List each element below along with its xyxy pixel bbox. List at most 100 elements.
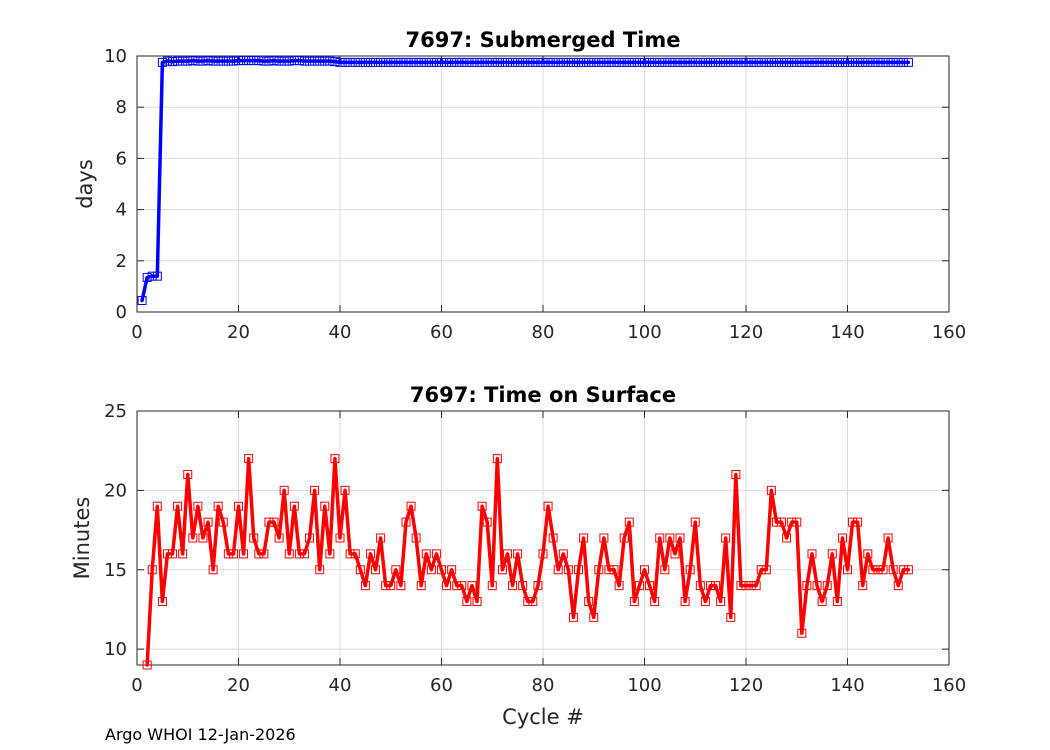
data-point xyxy=(315,565,325,575)
data-point xyxy=(655,533,665,543)
data-point xyxy=(492,454,502,464)
data-point xyxy=(391,565,401,575)
data-point xyxy=(198,56,208,66)
data-point xyxy=(284,549,294,559)
data-point xyxy=(822,57,832,67)
data-point xyxy=(878,565,888,575)
y-axis-label: days xyxy=(73,159,97,209)
data-point xyxy=(726,612,736,622)
data-point xyxy=(878,57,888,67)
data-point xyxy=(157,597,167,606)
data-point xyxy=(462,57,472,67)
data-point xyxy=(452,57,462,67)
data-point xyxy=(381,581,391,591)
data-point xyxy=(589,57,599,67)
data-point xyxy=(873,57,883,67)
axes-frame xyxy=(136,410,950,666)
data-point xyxy=(756,565,766,575)
data-point xyxy=(665,57,675,67)
data-point xyxy=(330,57,340,67)
data-point xyxy=(147,565,157,575)
data-point xyxy=(609,57,619,67)
data-point xyxy=(259,56,269,66)
data-point xyxy=(604,565,614,575)
data-point xyxy=(142,272,152,282)
data-point xyxy=(162,56,172,66)
data-point xyxy=(848,57,858,67)
x-tick-label: 80 xyxy=(532,322,555,343)
data-point xyxy=(782,533,792,543)
data-point xyxy=(234,56,243,66)
data-point xyxy=(756,57,766,67)
data-point xyxy=(421,549,431,559)
x-tick-label: 140 xyxy=(830,322,864,343)
data-point xyxy=(508,581,518,591)
data-point xyxy=(868,57,878,67)
data-point xyxy=(812,57,822,67)
data-point xyxy=(472,57,482,67)
data-point xyxy=(665,533,675,543)
data-point xyxy=(279,56,289,66)
data-point xyxy=(777,57,787,67)
data-point xyxy=(888,565,898,575)
data-point xyxy=(193,501,203,511)
data-point xyxy=(234,501,243,511)
data-point xyxy=(437,57,446,67)
data-point xyxy=(239,549,249,559)
data-point xyxy=(655,57,665,67)
x-tick-label: 80 xyxy=(532,675,555,696)
data-point xyxy=(604,57,614,67)
data-point xyxy=(670,57,680,67)
data-point xyxy=(660,565,670,575)
data-point xyxy=(188,56,198,66)
data-point xyxy=(416,581,426,591)
data-point xyxy=(817,597,827,606)
data-point xyxy=(502,57,512,67)
data-point xyxy=(406,501,416,511)
data-point xyxy=(614,581,624,591)
y-tick-label: 10 xyxy=(104,639,127,660)
data-point xyxy=(650,597,660,606)
data-point xyxy=(716,57,726,67)
data-point xyxy=(360,581,370,591)
y-tick-label: 25 xyxy=(104,401,127,422)
data-point xyxy=(508,57,518,67)
data-point xyxy=(249,56,259,66)
x-tick-label: 40 xyxy=(329,675,352,696)
data-point xyxy=(310,485,320,495)
data-point xyxy=(345,57,355,67)
data-point xyxy=(431,549,441,559)
data-point xyxy=(685,57,695,67)
x-tick-label: 60 xyxy=(430,675,453,696)
data-point xyxy=(274,56,284,66)
data-point xyxy=(802,581,812,591)
data-point xyxy=(188,533,198,543)
data-point xyxy=(629,57,639,67)
data-point xyxy=(467,581,477,591)
data-point xyxy=(406,57,416,67)
data-point xyxy=(249,533,259,543)
data-point xyxy=(863,549,873,559)
data-point xyxy=(766,485,776,495)
footer-credit: Argo WHOI 12-Jan-2026 xyxy=(105,725,296,744)
data-point xyxy=(310,56,320,66)
data-point xyxy=(843,57,852,67)
data-point xyxy=(259,549,269,559)
data-point xyxy=(305,533,315,543)
data-point xyxy=(294,56,304,66)
data-point xyxy=(442,57,452,67)
data-point xyxy=(817,57,827,67)
data-point xyxy=(391,57,401,67)
y-axis-label: Minutes xyxy=(70,497,94,580)
data-point xyxy=(299,56,309,66)
data-point xyxy=(853,57,863,67)
data-point xyxy=(477,501,487,511)
data-point xyxy=(183,56,193,66)
data-point xyxy=(487,581,497,591)
data-point xyxy=(457,581,467,591)
data-point xyxy=(264,56,274,66)
data-point xyxy=(792,57,802,67)
x-tick-label: 100 xyxy=(627,322,661,343)
data-point xyxy=(584,597,594,606)
data-point xyxy=(411,57,421,67)
